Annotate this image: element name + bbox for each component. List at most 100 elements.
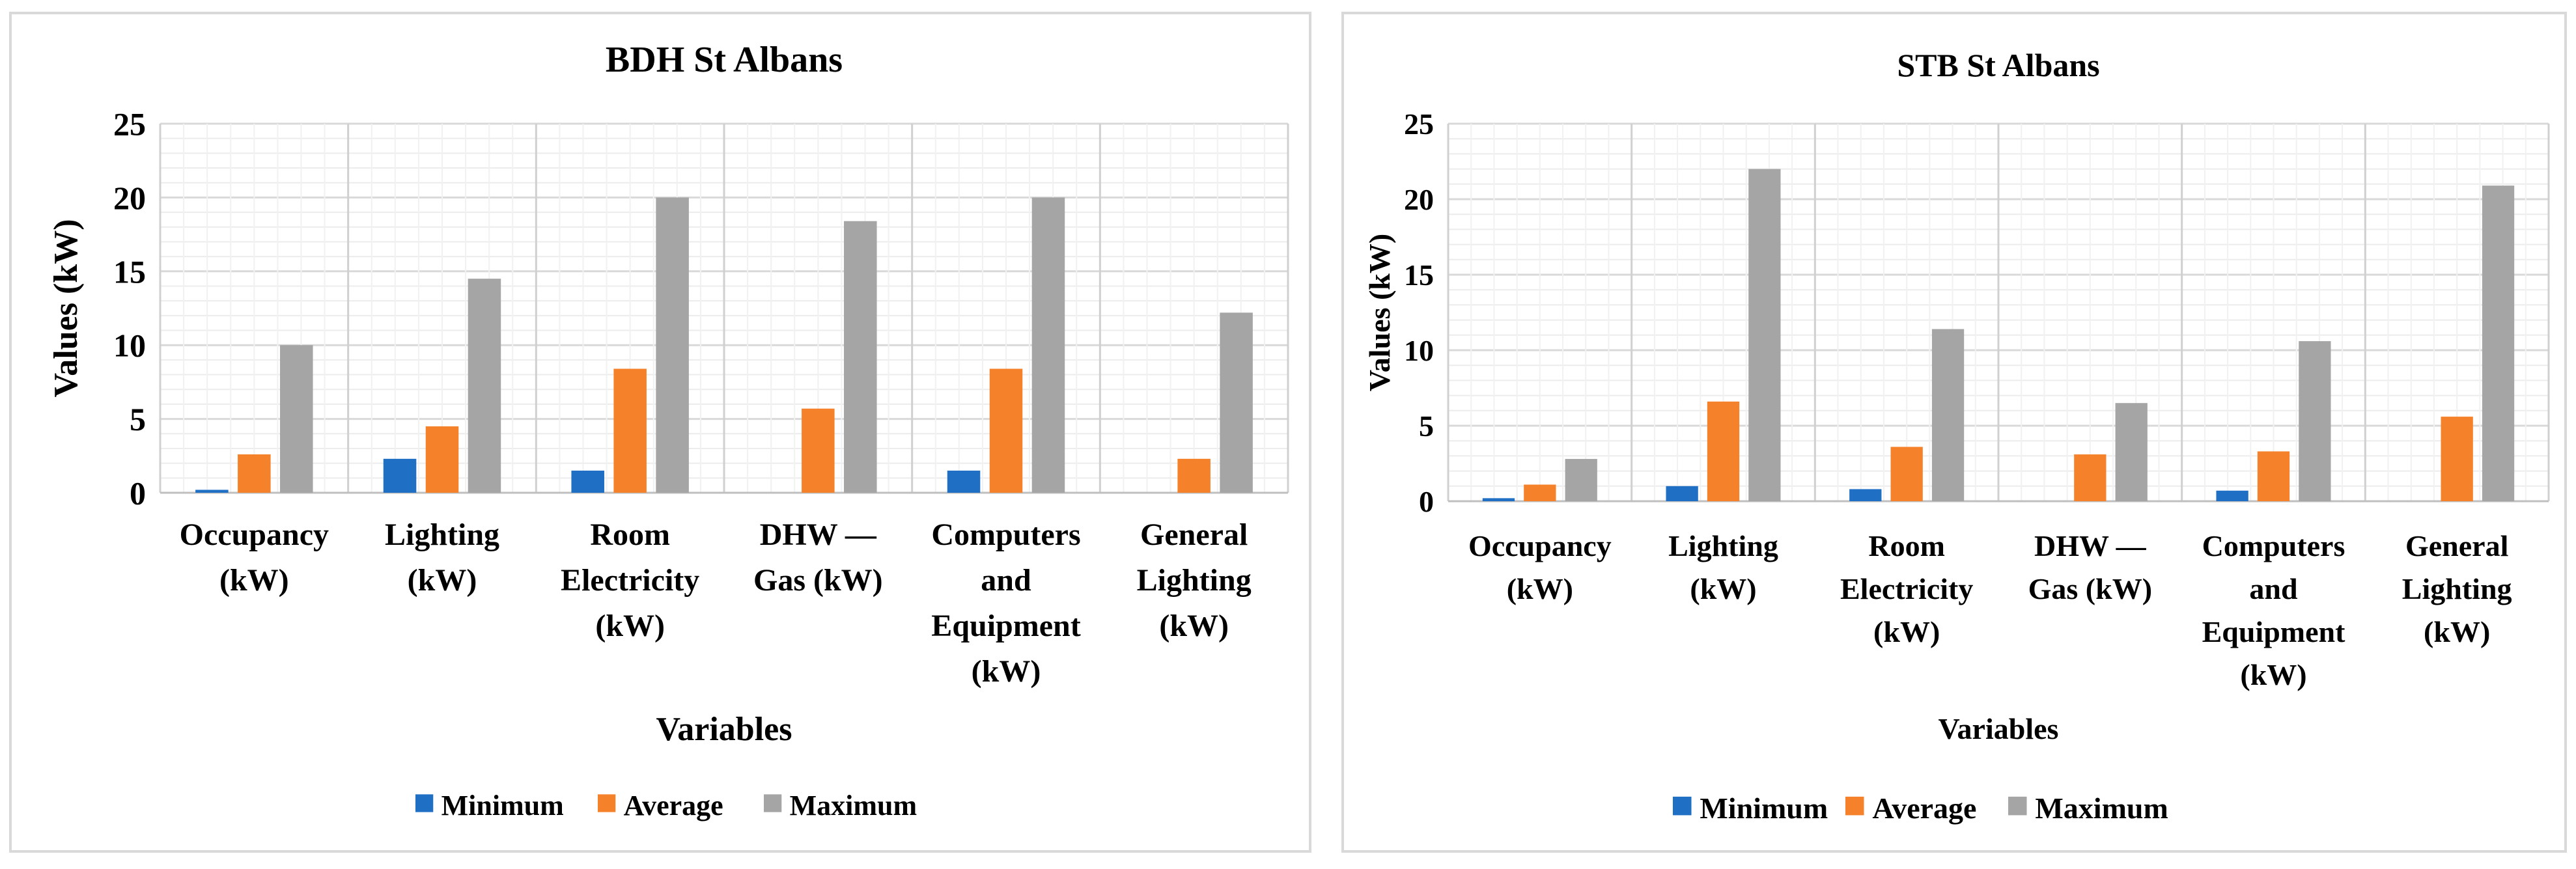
legend-label-maximum: Maximum xyxy=(2035,792,2168,825)
x-category-label-line: Occupancy xyxy=(180,517,329,552)
x-category-label-line: DHW — xyxy=(760,517,877,552)
y-tick-label: 15 xyxy=(113,253,146,290)
bar-average-2 xyxy=(1890,447,1923,501)
x-category-label-line: Computers xyxy=(2202,529,2345,562)
chart-panel-bdh: BDH St Albans 0 5 10 15 20 25 Values (kW) Occupa… xyxy=(9,12,1311,853)
x-category-label-line: (kW) xyxy=(408,563,477,598)
bar-minimum-1 xyxy=(1666,486,1698,501)
y-tick-label: 5 xyxy=(130,401,146,437)
x-category-label-line: Electricity xyxy=(561,563,699,598)
x-category-label: Room Electricity (kW) xyxy=(561,517,699,643)
y-tick-label: 0 xyxy=(130,475,146,512)
legend-swatch-minimum xyxy=(415,794,434,812)
legend-label-minimum: Minimum xyxy=(441,790,564,821)
x-category-label-line: Equipment xyxy=(2202,615,2346,648)
legend-label-maximum: Maximum xyxy=(790,790,917,821)
chart-panel-stb: STB St Albans 0 5 10 15 20 25 Values (kW) Occupa… xyxy=(1341,12,2567,853)
bar-minimum-4 xyxy=(947,470,981,493)
bar-minimum-0 xyxy=(1482,498,1515,501)
bar-minimum-0 xyxy=(195,490,229,493)
legend-swatch-average xyxy=(598,794,616,812)
chart-stb-st-albans: STB St Albans 0 5 10 15 20 25 Values (kW) Occupa… xyxy=(1363,47,2550,825)
x-category-label-line: Computers xyxy=(931,517,1080,552)
x-category-label-line: General xyxy=(2405,529,2508,562)
x-category-label-line: Equipment xyxy=(931,609,1080,643)
x-axis-label: Variables xyxy=(656,711,792,748)
gridlines xyxy=(159,122,1289,494)
series-minimum xyxy=(1482,486,2248,501)
y-tick-label: 20 xyxy=(1404,183,1434,216)
x-category-label-line: Lighting xyxy=(1137,563,1252,598)
y-axis-label: Values (kW) xyxy=(1363,234,1396,391)
x-category-label-line: and xyxy=(2249,572,2298,605)
legend-label-average: Average xyxy=(1872,792,1976,825)
y-axis-label: Values (kW) xyxy=(48,219,85,397)
x-category-label-line: Gas (kW) xyxy=(753,563,883,598)
bar-maximum-1 xyxy=(1748,169,1781,501)
x-category-label-line: (kW) xyxy=(1507,572,1573,605)
bar-minimum-1 xyxy=(383,458,417,493)
y-tick-label: 10 xyxy=(1404,334,1434,367)
x-category-label-line: Occupancy xyxy=(1468,529,1612,562)
legend-label-minimum: Minimum xyxy=(1700,792,1828,825)
bar-average-4 xyxy=(989,368,1023,493)
y-tick-label: 10 xyxy=(113,327,146,364)
x-category-label: Computers and Equipment (kW) xyxy=(2202,529,2346,691)
x-category-label: Lighting (kW) xyxy=(1668,529,1778,605)
bar-average-0 xyxy=(1524,484,1556,501)
x-category-label-line: Room xyxy=(590,517,670,552)
x-category-label-line: Lighting xyxy=(385,517,499,552)
x-axis-label: Variables xyxy=(1939,712,2059,745)
x-category-label: General Lighting (kW) xyxy=(2402,529,2512,648)
x-category-label-line: Gas (kW) xyxy=(2028,572,2152,605)
bar-maximum-5 xyxy=(1220,312,1253,493)
x-category-label: DHW — Gas (kW) xyxy=(2028,529,2152,605)
bar-average-5 xyxy=(1177,458,1211,493)
x-category-label-line: and xyxy=(981,563,1031,598)
y-tick-label: 20 xyxy=(113,180,146,216)
legend-swatch-maximum xyxy=(764,794,782,812)
bar-average-1 xyxy=(425,426,459,493)
x-category-label-line: (kW) xyxy=(1690,572,1756,605)
legend: Minimum Average Maximum xyxy=(415,790,917,821)
x-category-label: Occupancy (kW) xyxy=(1468,529,1612,605)
chart-title: STB St Albans xyxy=(1897,47,2099,83)
x-category-label: Lighting (kW) xyxy=(385,517,499,598)
x-category-label: DHW — Gas (kW) xyxy=(753,517,883,598)
legend-swatch-average xyxy=(1845,796,1864,816)
x-category-label-line: (kW) xyxy=(2424,615,2490,648)
x-category-label-line: Room xyxy=(1868,529,1945,562)
bar-maximum-0 xyxy=(280,345,313,493)
bar-minimum-2 xyxy=(1849,489,1882,501)
bar-minimum-2 xyxy=(571,470,604,493)
bar-average-0 xyxy=(238,454,271,493)
bar-average-2 xyxy=(613,368,647,493)
series-average xyxy=(238,368,1211,493)
y-tick-label: 25 xyxy=(1404,107,1434,141)
bar-maximum-5 xyxy=(2482,186,2515,501)
bar-maximum-2 xyxy=(656,197,689,493)
bar-average-3 xyxy=(802,408,835,493)
bar-maximum-4 xyxy=(1031,197,1065,493)
x-category-label-line: (kW) xyxy=(2240,658,2306,691)
bar-maximum-0 xyxy=(1565,459,1597,501)
x-category-label-line: (kW) xyxy=(1159,609,1229,643)
x-category-label-line: General xyxy=(1140,517,1248,552)
series-maximum xyxy=(280,197,1253,493)
x-category-label-line: (kW) xyxy=(972,654,1041,689)
series-maximum xyxy=(1565,169,2515,501)
legend-label-average: Average xyxy=(624,790,723,821)
bar-maximum-1 xyxy=(468,279,501,493)
legend-swatch-maximum xyxy=(2008,796,2027,816)
y-tick-label: 25 xyxy=(113,106,146,143)
y-tick-label: 5 xyxy=(1419,409,1434,443)
x-category-label-line: (kW) xyxy=(595,609,665,643)
bar-average-5 xyxy=(2441,417,2473,501)
x-category-label-line: (kW) xyxy=(1873,615,1940,648)
series-average xyxy=(1524,401,2473,501)
x-category-label: Occupancy (kW) xyxy=(180,517,329,598)
y-tick-label: 15 xyxy=(1404,258,1434,292)
x-category-label-line: Lighting xyxy=(2402,572,2512,605)
bar-average-4 xyxy=(2257,451,2290,501)
gridlines xyxy=(1447,122,2550,503)
